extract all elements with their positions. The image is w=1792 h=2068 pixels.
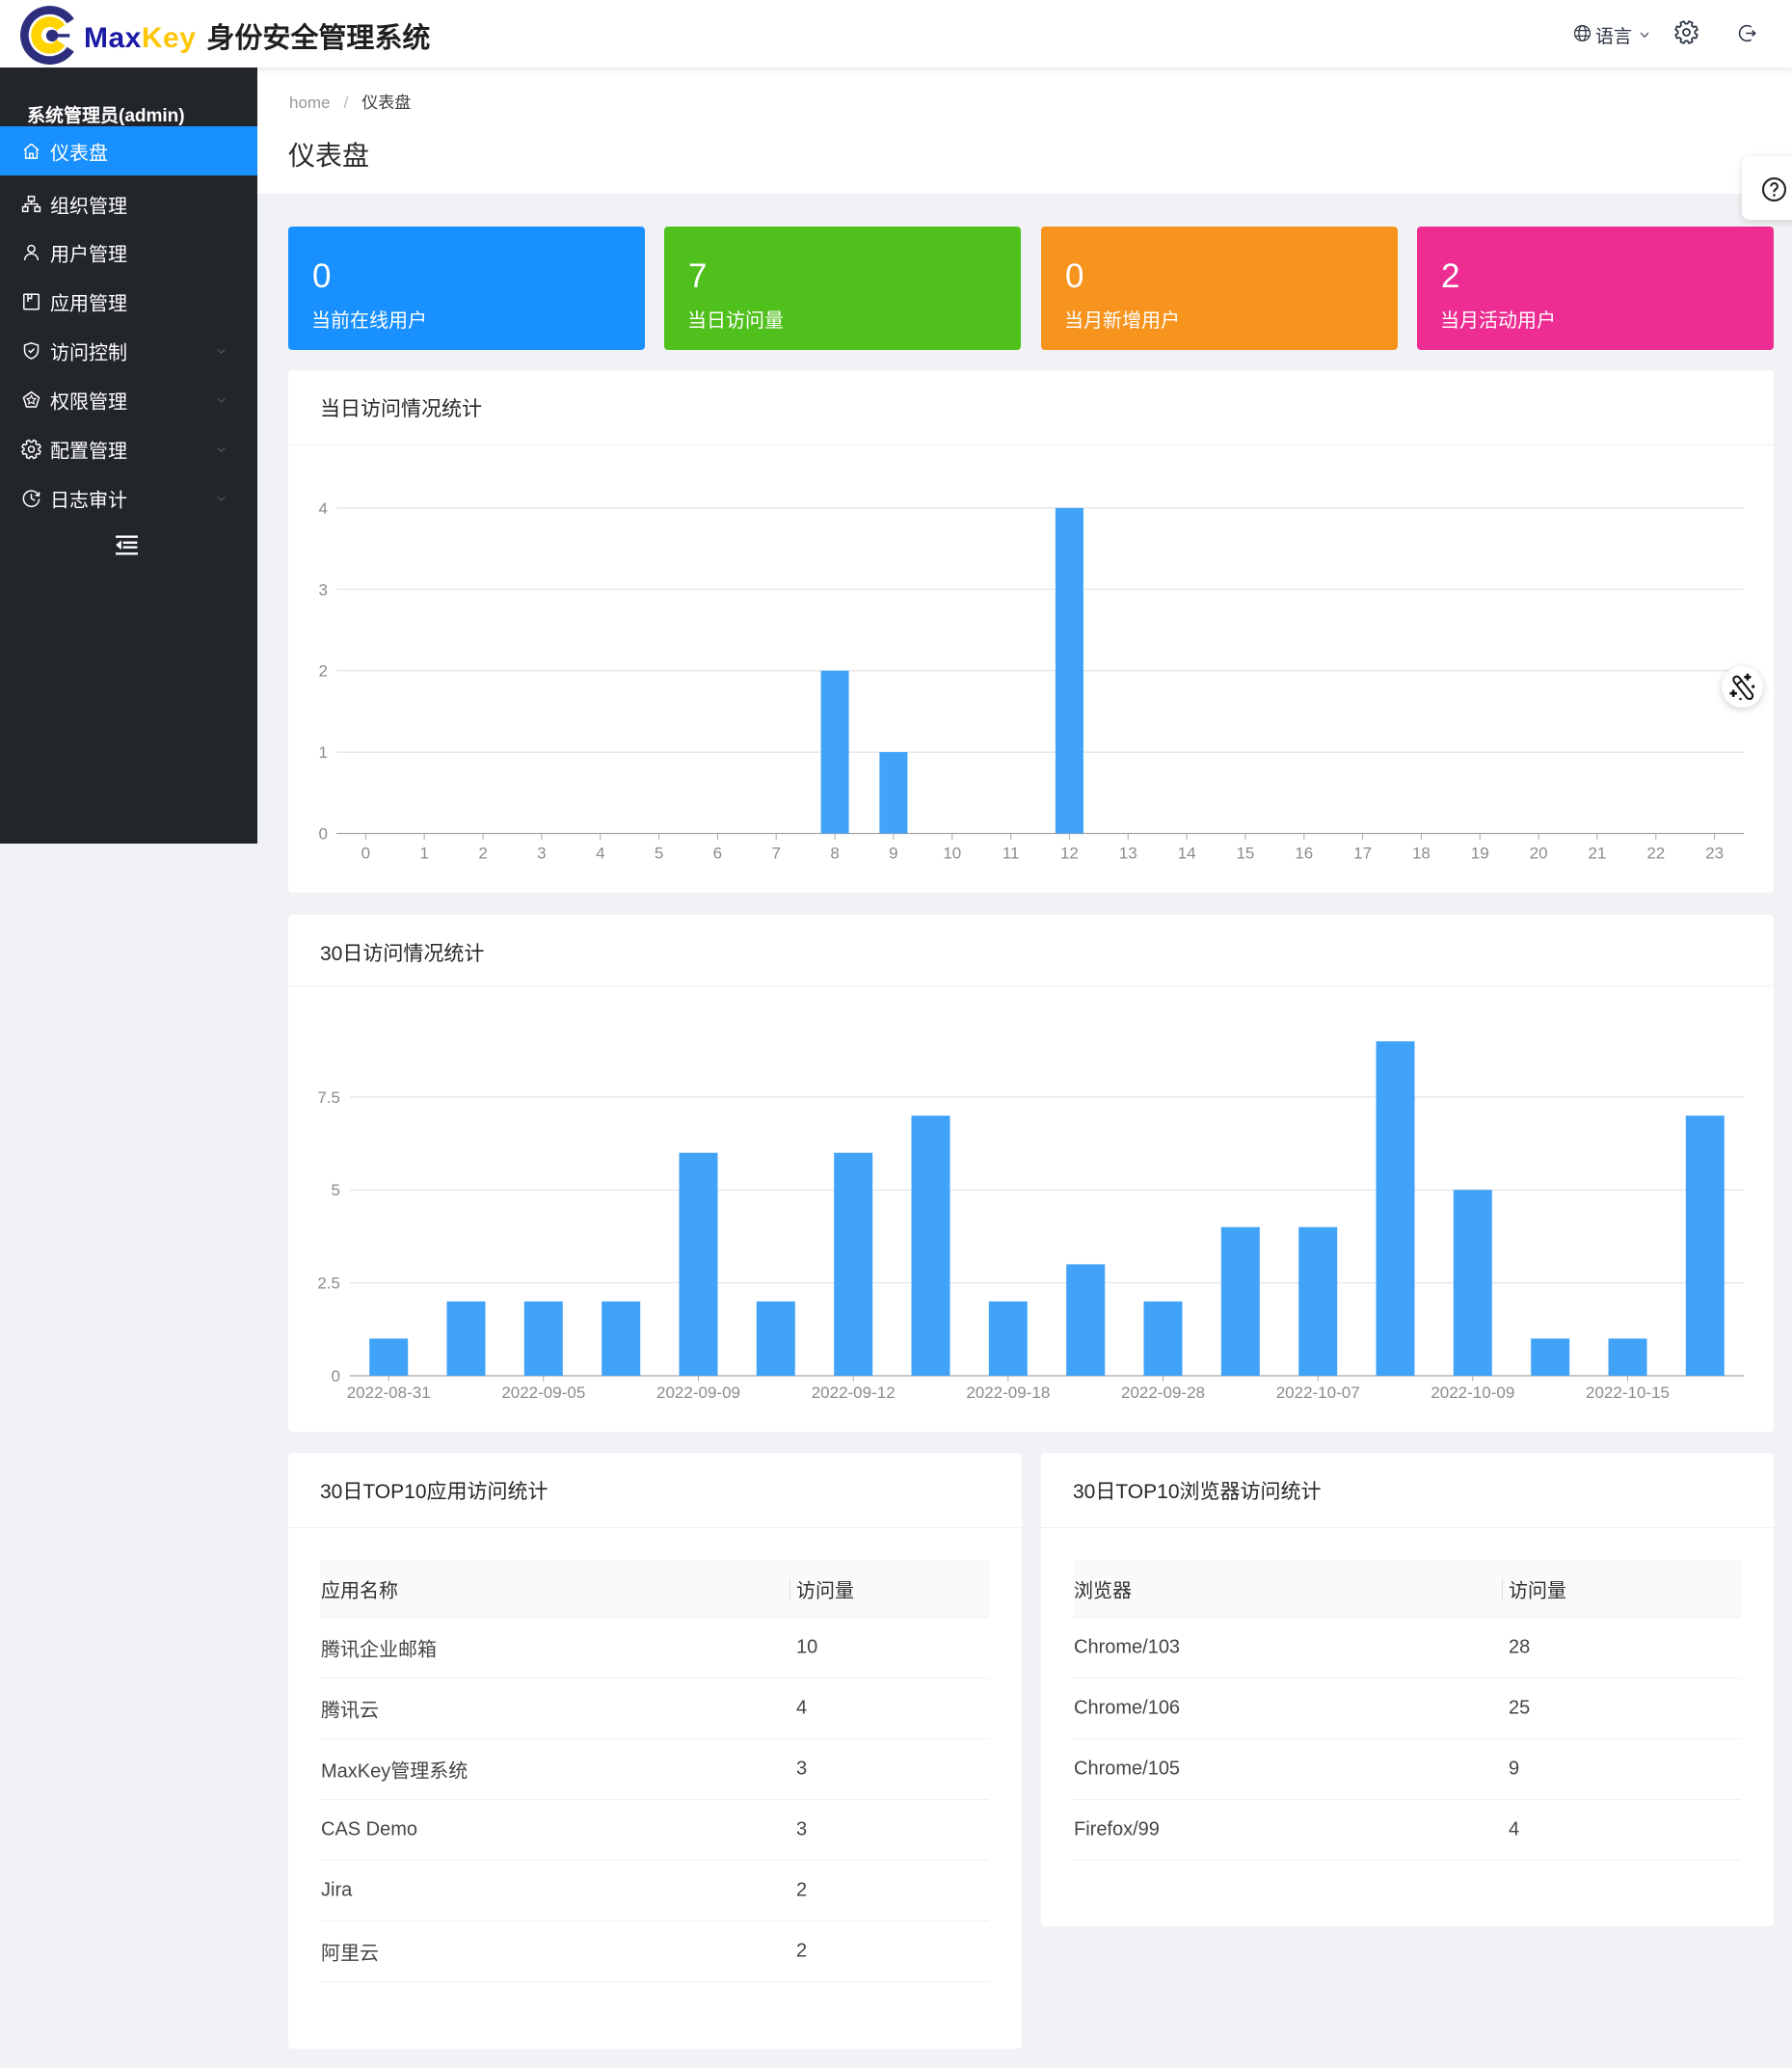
svg-text:18: 18: [1412, 845, 1431, 863]
svg-text:10: 10: [943, 845, 961, 863]
svg-text:1: 1: [319, 743, 328, 762]
svg-text:17: 17: [1353, 845, 1372, 863]
svg-text:2022-09-28: 2022-09-28: [1121, 1383, 1205, 1402]
svg-text:3: 3: [537, 845, 546, 863]
svg-text:2022-10-09: 2022-10-09: [1431, 1383, 1514, 1402]
svg-text:2022-10-07: 2022-10-07: [1276, 1383, 1360, 1402]
svg-text:2022-09-05: 2022-09-05: [501, 1383, 585, 1402]
svg-text:19: 19: [1471, 845, 1489, 863]
svg-text:22: 22: [1646, 845, 1665, 863]
svg-text:7: 7: [771, 845, 780, 863]
svg-text:2022-09-12: 2022-09-12: [812, 1383, 896, 1402]
svg-text:0: 0: [319, 825, 328, 844]
svg-text:2022-09-09: 2022-09-09: [656, 1383, 740, 1402]
svg-text:5: 5: [655, 845, 663, 863]
svg-text:0: 0: [332, 1367, 340, 1385]
svg-text:4: 4: [319, 499, 328, 518]
svg-text:3: 3: [319, 580, 328, 599]
svg-text:5: 5: [332, 1181, 340, 1199]
svg-text:14: 14: [1178, 845, 1196, 863]
svg-text:9: 9: [889, 845, 897, 863]
svg-text:11: 11: [1003, 845, 1020, 863]
svg-text:12: 12: [1060, 845, 1079, 863]
svg-text:6: 6: [713, 845, 722, 863]
svg-text:4: 4: [596, 845, 604, 863]
svg-text:7.5: 7.5: [317, 1088, 340, 1107]
svg-text:13: 13: [1119, 845, 1137, 863]
svg-text:23: 23: [1705, 845, 1724, 863]
svg-text:2022-09-18: 2022-09-18: [966, 1383, 1050, 1402]
svg-text:20: 20: [1530, 845, 1548, 863]
svg-text:15: 15: [1236, 845, 1254, 863]
svg-text:1: 1: [419, 845, 428, 863]
svg-text:2022-10-15: 2022-10-15: [1586, 1383, 1670, 1402]
svg-text:2.5: 2.5: [317, 1275, 340, 1293]
svg-text:2022-08-31: 2022-08-31: [347, 1383, 431, 1402]
svg-text:8: 8: [830, 845, 839, 863]
svg-text:2: 2: [319, 662, 328, 681]
svg-text:16: 16: [1295, 845, 1313, 863]
svg-text:2: 2: [478, 845, 487, 863]
svg-text:0: 0: [361, 845, 370, 863]
svg-text:21: 21: [1588, 845, 1606, 863]
